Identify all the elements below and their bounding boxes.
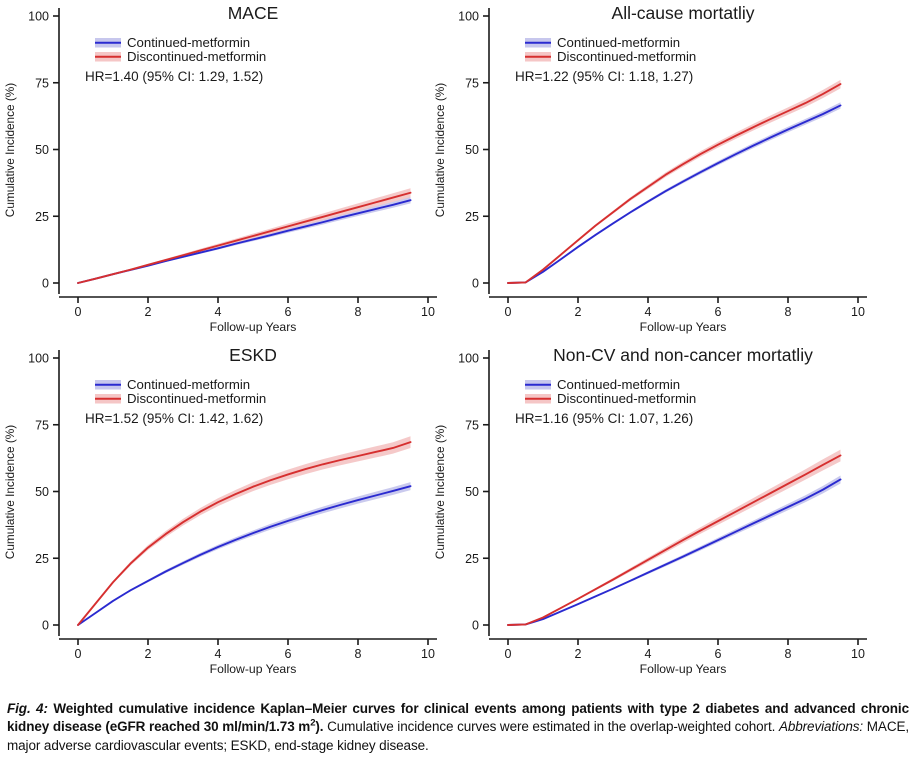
continued-ci-band [508, 102, 841, 283]
x-axis-title: Follow-up Years [210, 320, 297, 334]
y-tick-label: 75 [465, 418, 479, 432]
hr-annotation: HR=1.52 (95% CI: 1.42, 1.62) [85, 411, 263, 426]
caption-bold-close: ). [315, 719, 324, 735]
panel-title: MACE [228, 3, 279, 23]
legend-label: Discontinued-metformin [127, 49, 266, 64]
x-tick-label: 2 [575, 305, 582, 319]
y-axis-title: Cumulative Incidence (%) [433, 83, 447, 217]
y-tick-label: 0 [472, 277, 479, 291]
x-axis-title: Follow-up Years [210, 662, 297, 676]
y-tick-label: 75 [35, 418, 49, 432]
continued-curve [77, 485, 412, 626]
x-tick-label: 10 [851, 647, 865, 661]
discontinued-ci-band [78, 436, 411, 625]
figure-caption: Fig. 4: Weighted cumulative incidence Ka… [0, 693, 919, 755]
discontinued-ci-band [508, 79, 841, 283]
x-tick-label: 10 [421, 305, 435, 319]
discontinued-curve [507, 83, 842, 284]
legend-label: Continued-metformin [557, 377, 680, 392]
x-tick-label: 8 [785, 647, 792, 661]
y-tick-label: 25 [35, 552, 49, 566]
y-tick-label: 25 [465, 552, 479, 566]
x-tick-label: 4 [645, 305, 652, 319]
x-tick-label: 4 [215, 305, 222, 319]
y-tick-label: 50 [465, 485, 479, 499]
x-tick-label: 8 [785, 305, 792, 319]
x-tick-label: 6 [285, 647, 292, 661]
y-tick-label: 25 [35, 210, 49, 224]
y-axis-title: Cumulative Incidence (%) [3, 425, 17, 559]
y-tick-label: 100 [458, 352, 479, 366]
y-tick-label: 100 [28, 10, 49, 24]
y-tick-label: 0 [42, 619, 49, 633]
x-axis-title: Follow-up Years [640, 320, 727, 334]
y-tick-label: 100 [28, 352, 49, 366]
x-tick-label: 0 [505, 647, 512, 661]
continued-ci-band [508, 475, 841, 625]
hr-annotation: HR=1.16 (95% CI: 1.07, 1.26) [515, 411, 693, 426]
panel-title: ESKD [229, 345, 277, 365]
hr-annotation: HR=1.22 (95% CI: 1.18, 1.27) [515, 69, 693, 84]
legend-label: Continued-metformin [127, 377, 250, 392]
caption-abbreviations-label: Abbreviations: [778, 719, 864, 735]
hr-annotation: HR=1.40 (95% CI: 1.29, 1.52) [85, 69, 263, 84]
y-axis-title: Cumulative Incidence (%) [433, 425, 447, 559]
x-tick-label: 10 [851, 305, 865, 319]
x-tick-label: 2 [145, 647, 152, 661]
discontinued-curve [77, 441, 412, 626]
panel-title: All-cause mortatliy [612, 3, 755, 23]
x-tick-label: 4 [645, 647, 652, 661]
y-tick-label: 0 [42, 277, 49, 291]
legend-label: Discontinued-metformin [127, 391, 266, 406]
y-tick-label: 75 [35, 76, 49, 90]
y-tick-label: 50 [465, 143, 479, 157]
x-tick-label: 6 [715, 305, 722, 319]
x-tick-label: 10 [421, 647, 435, 661]
x-tick-label: 0 [75, 305, 82, 319]
caption-fig-label: Fig. 4: [7, 701, 48, 716]
y-tick-label: 100 [458, 10, 479, 24]
x-tick-label: 6 [285, 305, 292, 319]
continued-ci-band [78, 482, 411, 625]
x-tick-label: 8 [355, 305, 362, 319]
caption-abbreviations-text: MACE, major adverse cardiovascular event… [7, 719, 910, 753]
x-tick-label: 6 [715, 647, 722, 661]
x-tick-label: 0 [75, 647, 82, 661]
x-tick-label: 8 [355, 647, 362, 661]
continued-curve [507, 104, 842, 284]
discontinued-ci-band [508, 449, 841, 625]
caption-bold-text: Weighted cumulative incidence Kaplan–Mei… [7, 701, 909, 735]
discontinued-curve [77, 191, 412, 284]
x-tick-label: 4 [215, 647, 222, 661]
caption-regular-text: Cumulative incidence curves were estimat… [327, 719, 776, 735]
legend-label: Discontinued-metformin [557, 391, 696, 406]
discontinued-ci-band [78, 188, 411, 283]
y-axis-title: Cumulative Incidence (%) [3, 83, 17, 217]
x-axis-title: Follow-up Years [640, 662, 727, 676]
y-tick-label: 25 [465, 210, 479, 224]
caption-superscript: 2 [310, 717, 316, 729]
discontinued-curve [507, 454, 842, 626]
legend-label: Continued-metformin [557, 35, 680, 50]
y-tick-label: 0 [472, 619, 479, 633]
continued-curve [507, 478, 842, 626]
panel-title: Non-CV and non-cancer mortatliy [553, 345, 813, 365]
x-tick-label: 2 [575, 647, 582, 661]
y-tick-label: 50 [35, 143, 49, 157]
x-tick-label: 0 [505, 305, 512, 319]
y-tick-label: 50 [35, 485, 49, 499]
legend-label: Discontinued-metformin [557, 49, 696, 64]
y-tick-label: 75 [465, 76, 479, 90]
x-tick-label: 2 [145, 305, 152, 319]
legend-label: Continued-metformin [127, 35, 250, 50]
